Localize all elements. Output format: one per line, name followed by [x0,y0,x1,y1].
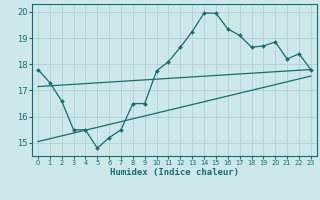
X-axis label: Humidex (Indice chaleur): Humidex (Indice chaleur) [110,168,239,177]
